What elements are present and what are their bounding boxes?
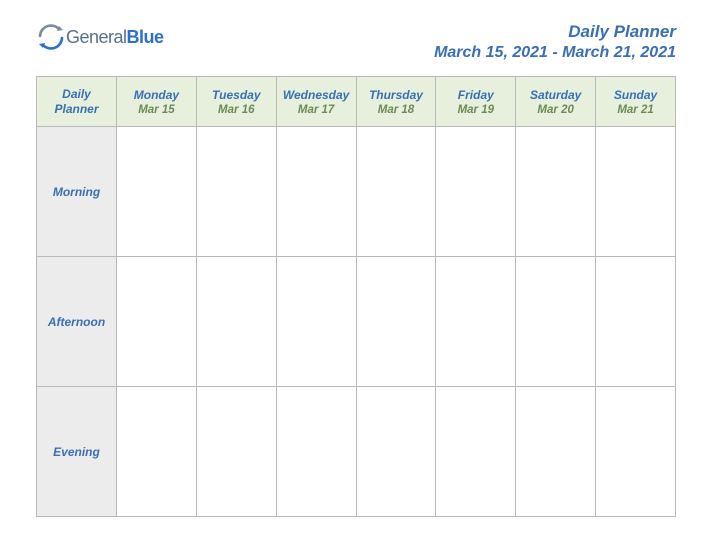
day-header-thu: Thursday Mar 18 [356,77,436,127]
day-date: Mar 17 [279,104,354,116]
cell-afternoon-mon[interactable] [117,257,197,387]
day-name: Sunday [598,88,673,102]
day-date: Mar 19 [438,104,513,116]
day-header-sat: Saturday Mar 20 [516,77,596,127]
day-date: Mar 15 [119,104,194,116]
cell-morning-thu[interactable] [356,127,436,257]
day-date: Mar 16 [199,104,274,116]
day-name: Wednesday [279,88,354,102]
cell-morning-wed[interactable] [276,127,356,257]
cell-evening-sat[interactable] [516,387,596,517]
day-date: Mar 20 [518,104,593,116]
title-block: Daily Planner March 15, 2021 - March 21,… [434,22,676,62]
cell-evening-tue[interactable] [196,387,276,517]
cell-evening-fri[interactable] [436,387,516,517]
corner-label-line1: Daily [62,87,91,101]
day-name: Friday [438,88,513,102]
day-date: Mar 18 [359,104,434,116]
cell-afternoon-tue[interactable] [196,257,276,387]
cell-morning-sat[interactable] [516,127,596,257]
day-date: Mar 21 [598,104,673,116]
date-range: March 15, 2021 - March 21, 2021 [434,44,676,62]
corner-cell: Daily Planner [37,77,117,127]
day-header-wed: Wednesday Mar 17 [276,77,356,127]
cell-afternoon-fri[interactable] [436,257,516,387]
logo-mark-icon [36,22,66,52]
day-header-tue: Tuesday Mar 16 [196,77,276,127]
logo-text: GeneralBlue [66,27,164,48]
logo-word-blue: Blue [127,27,164,47]
corner-label-line2: Planner [54,102,98,116]
cell-afternoon-sat[interactable] [516,257,596,387]
row-label-afternoon: Afternoon [37,257,117,387]
planner-table: Daily Planner Monday Mar 15 Tuesday Mar … [36,76,676,517]
day-name: Saturday [518,88,593,102]
row-label-morning: Morning [37,127,117,257]
day-name: Monday [119,88,194,102]
row-label-evening: Evening [37,387,117,517]
day-name: Tuesday [199,88,274,102]
cell-afternoon-sun[interactable] [596,257,676,387]
row-evening: Evening [37,387,676,517]
row-morning: Morning [37,127,676,257]
cell-afternoon-wed[interactable] [276,257,356,387]
cell-evening-wed[interactable] [276,387,356,517]
cell-morning-tue[interactable] [196,127,276,257]
day-header-fri: Friday Mar 19 [436,77,516,127]
cell-morning-sun[interactable] [596,127,676,257]
logo-word-general: General [66,27,127,47]
day-header-mon: Monday Mar 15 [117,77,197,127]
cell-evening-sun[interactable] [596,387,676,517]
cell-afternoon-thu[interactable] [356,257,436,387]
page-title: Daily Planner [434,22,676,42]
day-header-sun: Sunday Mar 21 [596,77,676,127]
logo: GeneralBlue [36,22,164,52]
cell-morning-fri[interactable] [436,127,516,257]
cell-evening-thu[interactable] [356,387,436,517]
day-name: Thursday [359,88,434,102]
row-afternoon: Afternoon [37,257,676,387]
header-row: GeneralBlue Daily Planner March 15, 2021… [0,0,712,62]
header-row-days: Daily Planner Monday Mar 15 Tuesday Mar … [37,77,676,127]
cell-evening-mon[interactable] [117,387,197,517]
cell-morning-mon[interactable] [117,127,197,257]
